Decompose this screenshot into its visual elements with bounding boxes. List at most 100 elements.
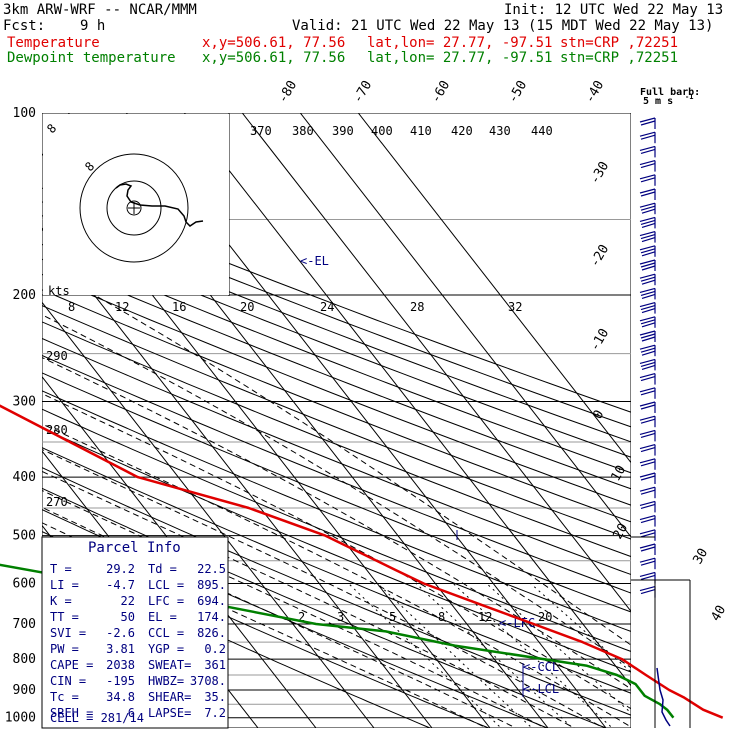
dry-adiabat (42, 447, 631, 694)
wind-barb-flag (641, 364, 656, 370)
pressure-label: 600 (13, 577, 36, 592)
parcel-label: Tc = (50, 690, 79, 704)
wind-barb-flag (639, 287, 656, 293)
wind-barb-flag (641, 265, 656, 271)
wind-barb-flag (639, 231, 656, 237)
hodograph-background (43, 114, 229, 295)
dry-adiabat (42, 337, 631, 576)
wind-barb-flag (640, 589, 656, 595)
moist-adiabat (42, 470, 576, 728)
wind-barb-flag (639, 273, 656, 279)
wind-barb-flag (641, 293, 656, 299)
mixing-ratio-label: 5 (389, 610, 396, 624)
mixing-ratio-label: 3 (337, 610, 344, 624)
wind-barb-flag (639, 429, 656, 435)
wind-barb-flag (639, 302, 656, 308)
wind-barb-flag (639, 245, 656, 251)
isotherm (42, 375, 317, 728)
wind-barb-flag (639, 500, 656, 506)
parcel-value: 29.2 (106, 562, 135, 576)
wind-barb-flag (640, 120, 656, 126)
pressure-label: 500 (13, 529, 36, 544)
mixing-ratio-line (415, 583, 574, 728)
isotherm-label: -10 (587, 326, 612, 354)
wind-barb-flag (640, 461, 656, 467)
parcel-value: -2.6 (106, 626, 135, 640)
wind-barb-flag (639, 160, 656, 166)
el-marker: <-EL (300, 254, 329, 268)
theta-label: 420 (451, 124, 473, 138)
init-time: Init: 12 UTC Wed 22 May 13 (504, 2, 724, 18)
wind-barb-flag (641, 279, 656, 285)
isotherm (0, 113, 26, 728)
parcel-label: SWEAT= (148, 658, 191, 672)
dewpoint-legend: Dewpoint temperature (7, 50, 176, 66)
parcel-value: 3708. (190, 674, 226, 688)
wind-barb-flag (640, 248, 656, 254)
wind-barb-flag (640, 177, 656, 183)
dry-adiabat (42, 390, 631, 632)
parcel-value: 22.5 (197, 562, 226, 576)
wind-barb-flag (640, 574, 656, 580)
dry-adiabat (42, 201, 631, 428)
dry-adiabat (42, 243, 631, 474)
wind-barb-flag (641, 350, 656, 356)
wind-barb-flag (639, 401, 656, 407)
mixing-ratio-line (486, 583, 631, 714)
wind-barb-flag (639, 117, 656, 123)
wind-barb-flag (640, 390, 656, 396)
pressure-label: 800 (13, 652, 36, 667)
wind-barb-flag (640, 475, 656, 481)
wind-barb-flag (641, 222, 656, 228)
dry-adiabat (42, 289, 631, 523)
wind-barb-flag (639, 373, 656, 379)
theta-label: 400 (371, 124, 393, 138)
profile-layer (0, 404, 724, 719)
theta-side-label: 270 (46, 495, 68, 509)
parcel-label: LAPSE= (148, 706, 191, 720)
wind-barb-flag (639, 131, 656, 137)
moist-adiabat (42, 356, 631, 690)
dry-adiabat (42, 372, 631, 613)
wind-barb-flag (640, 262, 656, 268)
isotherm-label: -20 (587, 242, 612, 270)
isotherm-label: -60 (428, 78, 453, 106)
parcel-value: 361 (204, 658, 226, 672)
mixing-ratio-label: 20 (538, 610, 552, 624)
parcel-label: LI = (50, 578, 79, 592)
parcel-value: -195 (106, 674, 135, 688)
pressure-label: 100 (13, 106, 36, 121)
wind-barb-flag (641, 251, 656, 257)
parcel-value: 174. (197, 610, 226, 624)
dry-adiabat (42, 305, 631, 540)
parcel-label: EL = (148, 610, 177, 624)
parcel-value: -4.7 (106, 578, 135, 592)
hodograph-ring-label: 16 (172, 300, 186, 314)
parcel-value: 895. (197, 578, 226, 592)
wind-barb-flag (640, 234, 656, 240)
dry-adiabat (42, 487, 608, 728)
dry-adiabat (42, 408, 631, 652)
parcel-title: Parcel Info (88, 540, 181, 556)
wind-barb-flag (640, 489, 656, 495)
wind-barb-flag (639, 543, 656, 549)
wind-barb-flag (640, 376, 656, 382)
wind-barb-flag (639, 415, 656, 421)
dewpoint-profile (0, 563, 675, 719)
wind-barb-flag (640, 276, 656, 282)
moist-adiabat (42, 448, 605, 728)
wind-barb-flag (639, 586, 656, 592)
hodograph-ring (106, 180, 162, 236)
parcel-label: SVI = (50, 626, 86, 640)
wind-barb-flag (640, 333, 656, 339)
wind-barb-flag (641, 322, 656, 328)
parcel-label: YGP = (148, 642, 184, 656)
parcel-value: 826. (197, 626, 226, 640)
parcel-label: SREH = (50, 706, 93, 720)
wind-barb-flag (639, 486, 656, 492)
parcel-label: CAPE = (50, 658, 93, 672)
dewpoint-station: stn=CRP ,72251 (560, 50, 679, 66)
wind-barb-flag (640, 305, 656, 311)
